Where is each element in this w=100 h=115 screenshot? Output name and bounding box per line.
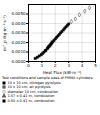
svg-text:0.0000: 0.0000 (12, 59, 26, 64)
svg-text:4: 4 (81, 63, 84, 68)
svg-text:0.0050: 0.0050 (12, 11, 26, 16)
svg-text:0.0040: 0.0040 (12, 21, 26, 26)
svg-text:0.0010: 0.0010 (12, 49, 26, 54)
svg-text:0.0020: 0.0020 (12, 40, 26, 45)
html-text:0.60 x 0.91 m, combustion: 0.60 x 0.91 m, combustion (7, 98, 55, 103)
svg-text:Heat Flux (kW·m⁻²): Heat Flux (kW·m⁻²) (43, 70, 82, 75)
svg-text:0: 0 (27, 63, 30, 68)
html-text:10 x 10 cm, nitrogen pyrolysis: 10 x 10 cm, nitrogen pyrolysis (7, 80, 61, 85)
html-text:1.57 x 0.41 m, combustion: 1.57 x 0.41 m, combustion (7, 94, 55, 98)
svg-text:0.0030: 0.0030 (12, 30, 26, 35)
html-text:Test conditions and sample siz: Test conditions and sample sizes of PMMA… (2, 76, 94, 80)
svg-text:1: 1 (41, 63, 44, 68)
svg-text:m''_p (kg·m⁻²·s⁻¹): m''_p (kg·m⁻²·s⁻¹) (2, 15, 7, 51)
html-text:10 x 10 cm, air pyrolysis: 10 x 10 cm, air pyrolysis (7, 85, 51, 89)
svg-text:2: 2 (54, 63, 57, 68)
svg-text:5: 5 (94, 63, 97, 68)
html-text:diameter 10 cm, combustion: diameter 10 cm, combustion (7, 89, 58, 94)
svg-text:3: 3 (67, 63, 70, 68)
